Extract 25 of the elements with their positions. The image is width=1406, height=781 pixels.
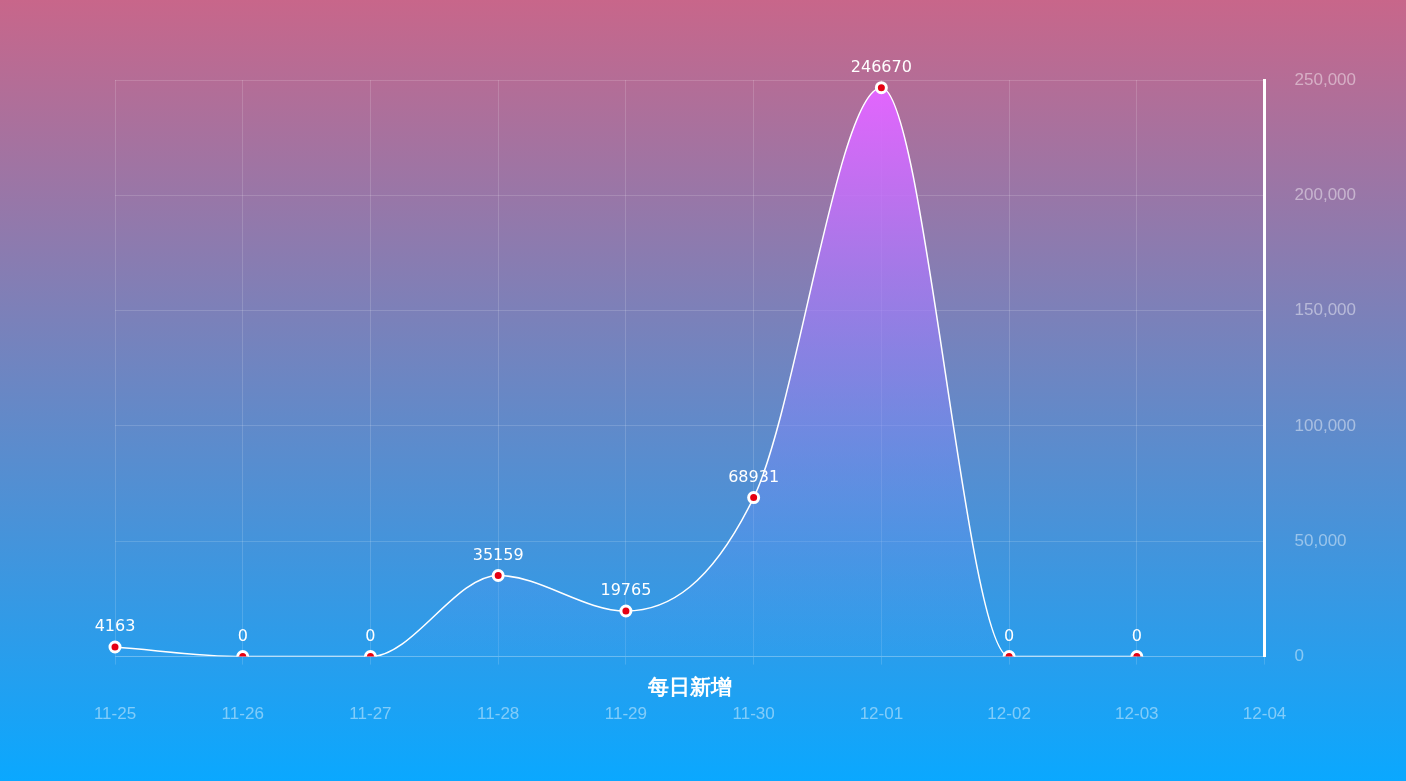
data-label: 0 [1131, 625, 1142, 645]
x-tick-label: 11-25 [93, 704, 137, 724]
x-tick-label: 11-30 [732, 704, 775, 724]
data-label: 0 [365, 625, 376, 645]
text: 每日新增 [646, 675, 732, 700]
data-label: 0 [1004, 625, 1015, 645]
y-tick-label: 50,000 [1294, 530, 1347, 550]
data-label: 0 [237, 625, 248, 645]
x-tick-label: 11-27 [349, 704, 392, 724]
x-tick-label: 12-04 [1242, 704, 1287, 724]
data-label: 19765 [600, 580, 652, 600]
x-tick-label: 11-28 [477, 704, 520, 724]
y-tick-label: 150,000 [1294, 300, 1356, 320]
data-label: 4163 [94, 616, 136, 636]
x-tick-label: 12-02 [987, 704, 1031, 724]
y-tick-label: 100,000 [1294, 415, 1356, 435]
data-label: 246670 [850, 56, 912, 76]
y-tick-label: 250,000 [1294, 69, 1356, 89]
data-label: 35159 [472, 544, 524, 564]
x-tick-label: 12-01 [859, 704, 904, 724]
y-tick-label: 200,000 [1294, 185, 1356, 205]
x-tick-label: 12-03 [1115, 704, 1159, 724]
x-tick-label: 11-26 [221, 704, 264, 724]
y-tick-label: 0 [1294, 646, 1305, 666]
x-tick-label: 11-29 [604, 704, 648, 724]
